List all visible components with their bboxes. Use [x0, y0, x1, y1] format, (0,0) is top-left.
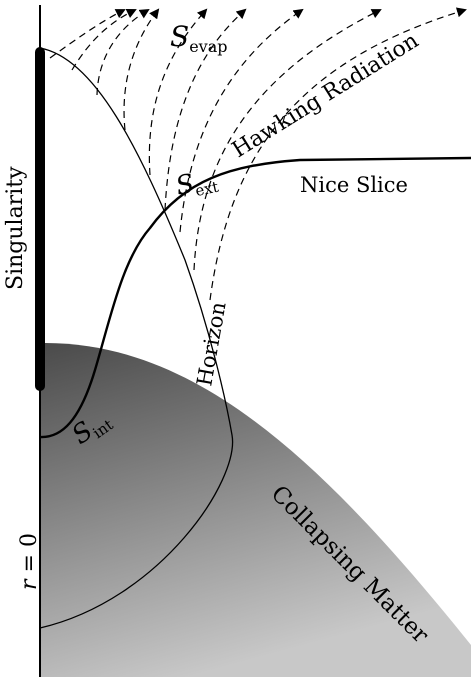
horizon-label: Horizon	[192, 300, 230, 388]
radiation-ray-6	[164, 8, 247, 211]
radiation-ray-2	[71, 8, 137, 71]
s-ext-label: Sext	[173, 164, 220, 204]
r-zero-label: r = 0	[17, 533, 42, 590]
radiation-ray-8	[193, 9, 382, 271]
hawking-radiation-label: Hawking Radiation	[228, 28, 423, 163]
s-evap-label: Sevap	[170, 20, 227, 56]
collapsing-matter-region	[40, 342, 471, 677]
radiation-ray-7	[179, 8, 304, 233]
singularity-label: Singularity	[3, 166, 28, 290]
radiation-ray-9	[209, 7, 467, 301]
nice-slice-curve	[39, 156, 471, 439]
nice-slice-label: Nice Slice	[300, 173, 408, 197]
radiation-ray-5	[148, 8, 208, 176]
horizon-curve	[39, 47, 234, 629]
radiation-ray-4	[123, 8, 160, 131]
hawking-radiation-rays	[49, 7, 467, 301]
radiation-ray-3	[96, 8, 150, 96]
radiation-ray-1	[49, 9, 126, 59]
